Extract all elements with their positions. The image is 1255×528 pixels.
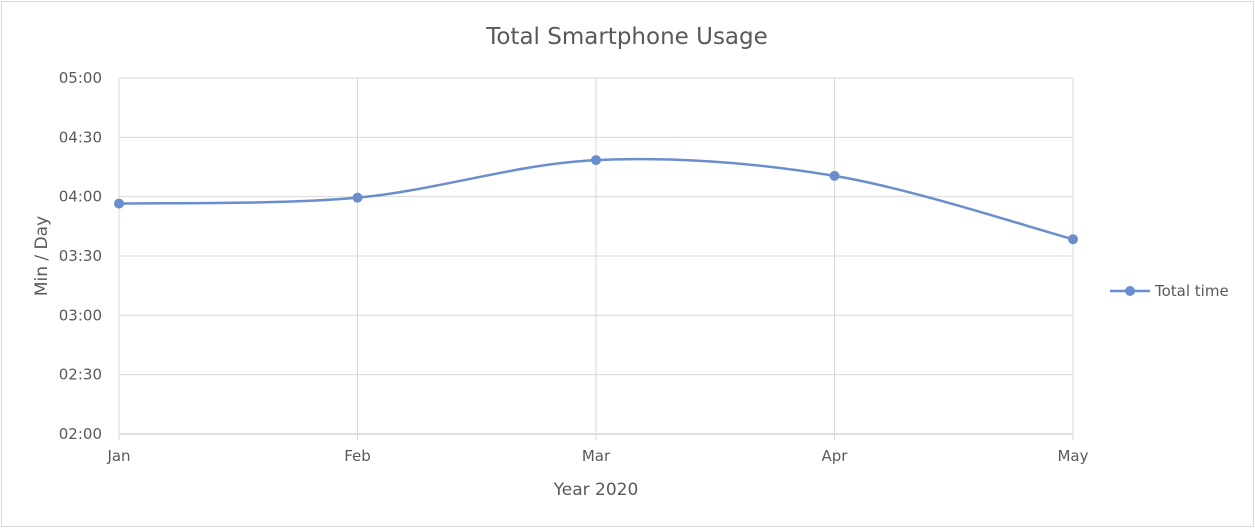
legend-marker bbox=[1125, 286, 1135, 296]
y-axis-title: Min / Day bbox=[32, 216, 52, 296]
x-tick-label: Mar bbox=[582, 447, 611, 465]
legend-label: Total time bbox=[1154, 282, 1229, 300]
x-tick-label: Jan bbox=[106, 447, 130, 465]
data-point bbox=[829, 170, 840, 181]
y-tick-label: 03:30 bbox=[59, 247, 102, 265]
data-point bbox=[352, 192, 363, 203]
y-tick-label: 04:00 bbox=[59, 188, 102, 206]
x-axis-title: Year 2020 bbox=[553, 480, 639, 500]
y-axis-ticks: 02:00 02:30 03:00 03:30 04:00 04:30 05:00 bbox=[59, 69, 102, 443]
chart-title: Total Smartphone Usage bbox=[485, 24, 768, 50]
legend: Total time bbox=[1110, 282, 1229, 300]
x-tick-label: Apr bbox=[822, 447, 849, 465]
y-tick-label: 04:30 bbox=[59, 128, 102, 146]
y-tick-label: 02:00 bbox=[59, 425, 102, 443]
x-tick-label: May bbox=[1057, 447, 1088, 465]
data-point bbox=[591, 155, 601, 166]
data-point bbox=[1068, 234, 1078, 245]
x-tick-label: Feb bbox=[344, 447, 371, 465]
y-tick-label: 05:00 bbox=[59, 69, 102, 87]
series-layer bbox=[114, 155, 1078, 245]
data-point bbox=[114, 198, 124, 209]
y-tick-label: 03:00 bbox=[59, 306, 102, 324]
y-tick-label: 02:30 bbox=[59, 366, 102, 384]
x-axis-ticks: Jan Feb Mar Apr May bbox=[106, 447, 1088, 465]
gridlines bbox=[118, 77, 1074, 440]
